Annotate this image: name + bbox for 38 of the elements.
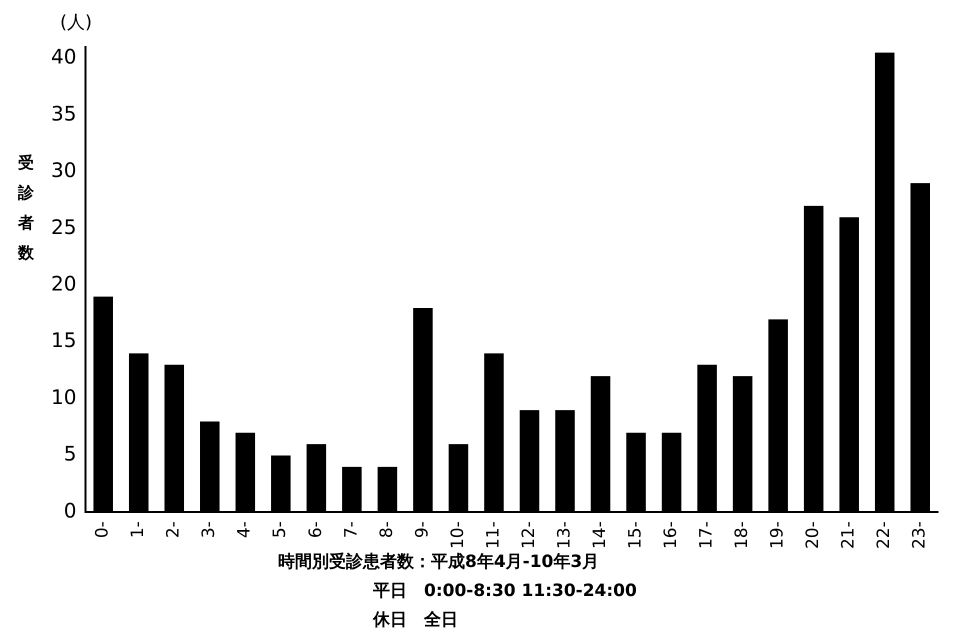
y-tick-label: 0 [64, 498, 76, 522]
y-tick-label: 5 [64, 442, 76, 466]
text: 時間別受診患者数：平成8年4月-10年3月 [278, 551, 600, 574]
y-tick-label: 20 [50, 271, 76, 296]
x-tick-label: 3- [199, 521, 220, 538]
x-tick-label: 11- [483, 521, 504, 550]
y-tick-label: 15 [50, 328, 76, 352]
y-tick-label: 30 [50, 158, 76, 182]
x-tick-label: 6- [306, 521, 326, 538]
x-tick-label: 21- [838, 521, 859, 550]
x-tick-label: 23- [910, 521, 930, 550]
x-tick-label: 22- [874, 521, 894, 550]
x-tick-label: 5- [270, 521, 290, 538]
x-tick-label: 16- [661, 521, 681, 550]
x-tick-label: 1- [128, 521, 148, 538]
x-tick-label: 15- [625, 521, 646, 550]
y-tick-label: 10 [50, 384, 76, 409]
y-tick-label: 35 [50, 101, 76, 126]
x-tick-label: 18- [732, 521, 752, 550]
x-tick-label: 12- [518, 521, 539, 550]
y-tick-label: 40 [50, 44, 76, 69]
x-tick-label: 17- [696, 521, 717, 550]
text: (人) [60, 11, 92, 34]
x-tick-label: 14- [590, 521, 610, 550]
text: 休日 全日 [372, 609, 459, 629]
x-tick-label: 19- [768, 521, 788, 550]
text: 平日 0:00-8:30 11:30-24:00 [372, 580, 637, 603]
y-tick-label: 25 [50, 214, 76, 239]
x-tick-label: 2- [164, 521, 184, 538]
x-tick-label: 4- [234, 521, 255, 538]
x-tick-label: 8- [376, 521, 397, 538]
x-tick-label: 0- [92, 521, 113, 538]
x-tick-label: 10- [448, 521, 468, 550]
y-axis-title: 受診者数 [16, 152, 35, 264]
x-tick-label: 9- [412, 521, 432, 538]
x-tick-label: 13- [554, 521, 574, 550]
x-tick-label: 20- [803, 521, 824, 550]
x-tick-label: 7- [341, 521, 362, 538]
